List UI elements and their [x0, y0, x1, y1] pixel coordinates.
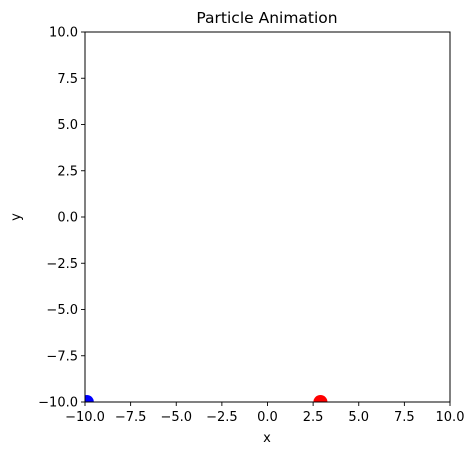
y-tick-label: 10.0	[49, 26, 78, 41]
particle-point	[85, 395, 94, 402]
y-tick-label: 2.5	[57, 164, 78, 179]
particle-point	[313, 395, 328, 402]
x-tick-label: 7.5	[394, 410, 415, 425]
y-tick-label: −7.5	[46, 349, 78, 364]
y-axis-label: y	[9, 213, 24, 221]
x-tick-label: −2.5	[206, 410, 238, 425]
x-axis-label: x	[263, 431, 271, 446]
y-axis-ticks: −10.0 −7.5 −5.0 −2.5 0.0 2.5 5.0 7.5 10.0	[38, 26, 85, 411]
x-tick-label: 2.5	[303, 410, 324, 425]
y-tick-label: 7.5	[57, 72, 78, 87]
y-tick-label: −2.5	[46, 257, 78, 272]
y-tick-label: 5.0	[57, 118, 78, 133]
x-tick-label: 10.0	[436, 410, 465, 425]
x-tick-label: 5.0	[348, 410, 369, 425]
x-tick-label: 0.0	[257, 410, 278, 425]
y-tick-label: −5.0	[46, 303, 78, 318]
x-tick-label: −5.0	[160, 410, 192, 425]
points-layer	[85, 395, 328, 402]
x-tick-label: −7.5	[115, 410, 147, 425]
y-tick-label: −10.0	[38, 396, 78, 411]
x-tick-label: −10.0	[65, 410, 105, 425]
y-tick-label: 0.0	[57, 211, 78, 226]
chart-title: Particle Animation	[196, 9, 337, 27]
x-axis-ticks: −10.0 −7.5 −5.0 −2.5 0.0 2.5 5.0 7.5 10.0	[65, 402, 464, 425]
